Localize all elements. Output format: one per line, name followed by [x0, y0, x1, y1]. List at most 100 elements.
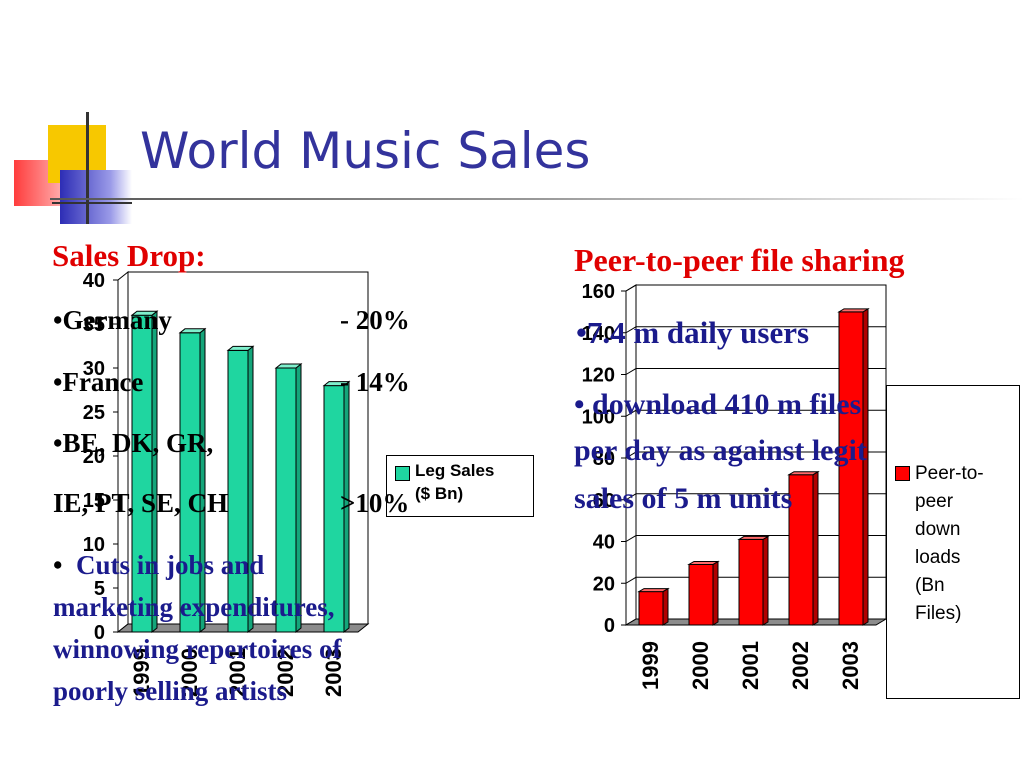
x-tick-label: 1999	[638, 641, 663, 690]
bar-side	[247, 345, 254, 634]
countries-label-1: •BE, DK, GR,	[53, 428, 214, 458]
logo-vertical-line	[86, 112, 89, 224]
bar-top	[687, 560, 720, 565]
bar-front	[738, 538, 764, 626]
bar-side	[662, 587, 669, 626]
slide-title: World Music Sales	[140, 122, 591, 180]
legend-leg-sales: Leg Sales ($ Bn)	[386, 455, 534, 517]
y-tick-label: 40	[83, 270, 105, 292]
legend-swatch-green	[395, 466, 410, 481]
legend-p2p-line: (Bn	[915, 575, 945, 596]
x-tick-label: 2000	[177, 648, 202, 697]
bar-top	[737, 535, 770, 540]
bar	[737, 535, 770, 626]
legend-p2p-line: Peer-to-	[915, 463, 984, 484]
cuts-bullet: •	[53, 550, 63, 580]
y-tick-label: 20	[593, 573, 615, 595]
x-tick-label: 2003	[321, 648, 346, 697]
legend-p2p-line: peer	[915, 491, 954, 512]
bar-top	[637, 588, 670, 593]
bar-front	[838, 311, 864, 626]
bar	[130, 310, 159, 634]
legend-label-line1: Leg Sales	[415, 461, 495, 480]
y-tick-label: 20	[83, 446, 105, 468]
y-tick-label: 5	[94, 578, 105, 600]
gridline	[625, 368, 886, 375]
y-tick-label: 10	[83, 534, 105, 556]
bar-top	[178, 328, 207, 334]
legend-swatch-red	[895, 466, 910, 481]
bar-side	[151, 310, 158, 634]
countries-value: >10%	[340, 488, 410, 518]
bar	[687, 560, 720, 626]
bar	[837, 307, 870, 626]
cuts-line-2: marketing expenditures,	[53, 592, 335, 622]
bar-top	[274, 363, 303, 369]
cuts-line-3: winnowing repertoires of	[53, 634, 342, 664]
y-tick-label: 25	[83, 402, 105, 424]
bar-front	[638, 591, 664, 626]
bar-top	[322, 381, 351, 387]
france-value: - 14%	[340, 367, 410, 397]
p2p-downloads-chart: 0 20 40 60 80 100 120 140 160 1999 2000 2001 2002 200…	[582, 281, 888, 690]
y-tick-label: 40	[593, 532, 615, 554]
bar-top	[787, 471, 820, 476]
gridline	[625, 409, 886, 417]
bar-front	[688, 563, 714, 626]
y-tick-label: 80	[593, 448, 615, 470]
bar-front	[179, 332, 201, 633]
germany-label: •Germany	[53, 305, 172, 335]
legend-p2p-line: down	[915, 519, 961, 540]
bar	[178, 327, 207, 634]
title-underline	[50, 198, 1024, 200]
bar-side	[812, 470, 819, 626]
legal-sales-chart: 0 5 10 15 20 25 30 35 40 1999 2000 2001 2002 2003	[83, 270, 370, 697]
x-tick-label: 1999	[129, 648, 154, 697]
gridline	[625, 451, 886, 459]
x-tick-label: 2001	[225, 648, 250, 697]
bar	[226, 345, 255, 634]
bar	[322, 380, 351, 634]
download-line-1: • download 410 m files	[574, 388, 862, 421]
legend-p2p-text: Peer-to-peer down loads (Bn Files)	[915, 460, 984, 628]
bar-front	[788, 474, 814, 626]
cuts-line-4: poorly selling artists	[53, 676, 287, 706]
bar-side	[762, 535, 769, 626]
y-tick-label: 60	[593, 490, 615, 512]
gridline	[625, 284, 886, 292]
logo-blue-square	[60, 170, 132, 224]
download-line-3: sales of 5 m units	[574, 482, 793, 515]
y-tick-label: 15	[83, 490, 105, 512]
bar-front	[131, 314, 153, 633]
logo-horizontal-line	[52, 202, 132, 204]
cuts-line-1: Cuts in jobs and	[76, 550, 265, 580]
y-tick-label: 0	[94, 622, 105, 644]
y-tick-label: 30	[83, 358, 105, 380]
bar	[274, 362, 303, 634]
y-tick-label: 140	[582, 323, 615, 345]
bar-side	[199, 327, 206, 634]
daily-users-bullet: •7.4 m daily users	[576, 315, 810, 350]
y-tick-label: 0	[604, 615, 615, 637]
x-tick-label: 2000	[688, 641, 713, 690]
gridline	[625, 326, 886, 334]
y-tick-label: 160	[582, 281, 615, 303]
y-tick-label: 100	[582, 406, 615, 428]
countries-label-2: IE, PT, SE, CH	[53, 488, 229, 518]
p2p-heading: Peer-to-peer file sharing	[574, 242, 905, 278]
bar	[637, 587, 670, 626]
bar-side	[712, 560, 719, 626]
download-line-2: per day as against legit	[574, 434, 867, 467]
bar-top	[837, 308, 870, 313]
legend-label-line2: ($ Bn)	[415, 484, 464, 503]
x-tick-label: 2002	[273, 648, 298, 697]
legend-p2p-line: loads	[915, 547, 961, 568]
bar-front	[227, 349, 249, 633]
bar-top	[130, 310, 159, 316]
legend-p2p: Peer-to-peer down loads (Bn Files)	[886, 385, 1020, 699]
germany-value: - 20%	[340, 305, 410, 335]
y-tick-label: 35	[83, 314, 105, 336]
x-tick-label: 2002	[788, 641, 813, 690]
x-tick-label: 2003	[838, 641, 863, 690]
sales-drop-heading: Sales Drop:	[52, 238, 206, 273]
